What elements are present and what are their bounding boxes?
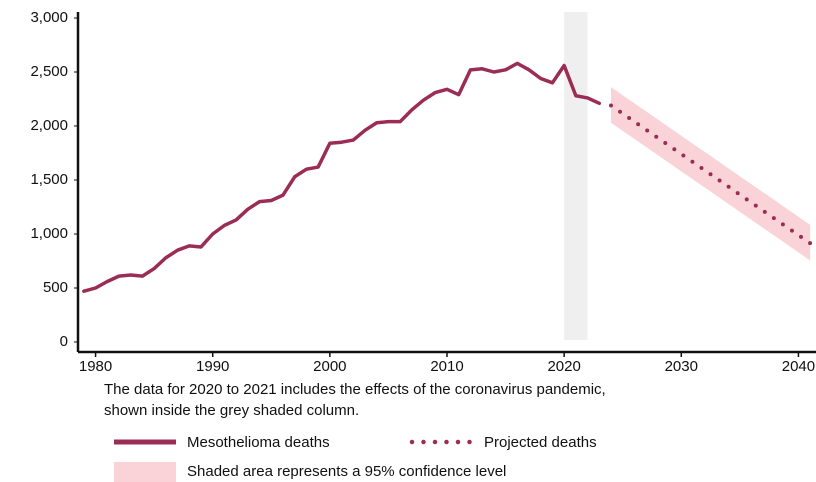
legend-band bbox=[114, 462, 176, 482]
note-line: shown inside the grey shaded column. bbox=[104, 402, 359, 419]
note-line: The data for 2020 to 2021 includes the e… bbox=[104, 381, 606, 398]
x-tick-label: 2030 bbox=[665, 358, 698, 375]
y-tick-label: 3,000 bbox=[30, 9, 68, 26]
projection-line bbox=[609, 103, 813, 246]
x-tick-label: 2000 bbox=[313, 358, 346, 375]
x-tick-label: 1990 bbox=[196, 358, 229, 375]
x-tick-label: 2010 bbox=[430, 358, 463, 375]
data-line bbox=[82, 61, 602, 293]
y-tick-label: 2,000 bbox=[30, 117, 68, 134]
x-tick-label: 2020 bbox=[547, 358, 580, 375]
y-tick-label: 500 bbox=[43, 279, 68, 296]
x-tick-label: 2040 bbox=[782, 358, 815, 375]
shaded-column bbox=[564, 12, 588, 340]
y-tick-label: 2,500 bbox=[30, 63, 68, 80]
legend-label: Mesothelioma deaths bbox=[187, 434, 330, 451]
y-tick-label: 1,000 bbox=[30, 225, 68, 242]
y-tick-label: 1,500 bbox=[30, 171, 68, 188]
legend-label: Shaded area represents a 95% confidence … bbox=[187, 463, 506, 480]
x-tick-label: 1980 bbox=[79, 358, 112, 375]
legend-label: Projected deaths bbox=[484, 434, 597, 451]
y-tick-label: 0 bbox=[60, 333, 68, 350]
